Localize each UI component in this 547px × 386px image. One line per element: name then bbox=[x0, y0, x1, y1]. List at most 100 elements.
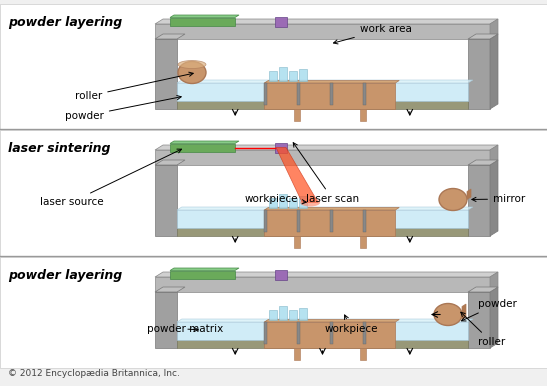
Text: powder matrix: powder matrix bbox=[147, 324, 223, 334]
Ellipse shape bbox=[439, 188, 467, 210]
Polygon shape bbox=[490, 287, 498, 348]
Bar bbox=[264, 210, 267, 232]
Bar bbox=[155, 292, 177, 348]
Bar bbox=[177, 101, 468, 109]
Text: powder: powder bbox=[462, 299, 517, 321]
Bar bbox=[269, 310, 277, 320]
Polygon shape bbox=[155, 277, 490, 292]
Polygon shape bbox=[490, 19, 498, 39]
Polygon shape bbox=[177, 80, 473, 83]
Bar bbox=[280, 66, 287, 81]
Bar bbox=[280, 193, 287, 208]
Bar bbox=[289, 71, 298, 81]
Bar bbox=[170, 17, 235, 25]
Text: roller: roller bbox=[461, 312, 505, 347]
Bar bbox=[0, 4, 547, 129]
Bar bbox=[330, 322, 333, 344]
Polygon shape bbox=[462, 304, 466, 320]
Bar bbox=[294, 109, 300, 121]
Bar bbox=[269, 198, 277, 208]
Bar bbox=[294, 348, 300, 360]
Ellipse shape bbox=[178, 61, 206, 83]
Polygon shape bbox=[468, 34, 498, 39]
Bar bbox=[264, 322, 267, 344]
Bar bbox=[170, 144, 235, 151]
Text: work area: work area bbox=[334, 24, 412, 44]
Bar bbox=[359, 109, 365, 121]
Polygon shape bbox=[490, 272, 498, 292]
Ellipse shape bbox=[178, 61, 206, 68]
Bar bbox=[289, 310, 298, 320]
Polygon shape bbox=[155, 145, 498, 150]
Bar bbox=[264, 83, 267, 105]
Bar bbox=[155, 165, 177, 236]
Text: workpiece: workpiece bbox=[325, 315, 379, 334]
Polygon shape bbox=[155, 272, 498, 277]
Bar bbox=[299, 308, 307, 320]
Bar bbox=[264, 322, 395, 348]
Text: powder layering: powder layering bbox=[8, 269, 122, 282]
Polygon shape bbox=[155, 150, 490, 165]
Bar bbox=[330, 210, 333, 232]
Bar bbox=[170, 271, 235, 279]
Bar bbox=[359, 236, 365, 248]
Bar bbox=[468, 39, 490, 109]
Bar bbox=[177, 210, 468, 228]
Ellipse shape bbox=[434, 303, 462, 325]
Bar bbox=[177, 83, 468, 101]
Polygon shape bbox=[170, 15, 239, 17]
Text: laser source: laser source bbox=[40, 149, 182, 207]
Polygon shape bbox=[490, 34, 498, 109]
Polygon shape bbox=[468, 160, 498, 165]
Bar bbox=[280, 305, 287, 320]
Text: laser sintering: laser sintering bbox=[8, 142, 110, 155]
Bar bbox=[468, 165, 490, 236]
Bar bbox=[297, 322, 300, 344]
Polygon shape bbox=[490, 145, 498, 165]
Polygon shape bbox=[155, 160, 185, 165]
Polygon shape bbox=[468, 287, 498, 292]
Text: mirror: mirror bbox=[472, 194, 525, 204]
Polygon shape bbox=[467, 189, 471, 200]
Polygon shape bbox=[155, 34, 185, 39]
Bar bbox=[363, 322, 365, 344]
Bar bbox=[294, 236, 300, 248]
Bar bbox=[275, 142, 287, 152]
Polygon shape bbox=[155, 287, 185, 292]
Text: © 2012 Encyclopædia Britannica, Inc.: © 2012 Encyclopædia Britannica, Inc. bbox=[8, 369, 180, 378]
Bar bbox=[359, 348, 365, 360]
Ellipse shape bbox=[300, 198, 320, 207]
Bar bbox=[299, 195, 307, 208]
Bar bbox=[269, 71, 277, 81]
Bar bbox=[155, 39, 177, 109]
Text: roller: roller bbox=[75, 72, 193, 101]
Bar bbox=[297, 210, 300, 232]
Bar bbox=[264, 210, 395, 236]
Bar bbox=[468, 292, 490, 348]
Text: laser scan: laser scan bbox=[293, 143, 359, 204]
Text: powder layering: powder layering bbox=[8, 16, 122, 29]
Bar bbox=[363, 210, 365, 232]
Polygon shape bbox=[170, 141, 239, 144]
Text: powder: powder bbox=[65, 95, 181, 121]
Polygon shape bbox=[264, 320, 399, 322]
Bar bbox=[264, 83, 395, 109]
Polygon shape bbox=[276, 147, 318, 203]
Bar bbox=[177, 340, 468, 348]
Polygon shape bbox=[170, 268, 239, 271]
Polygon shape bbox=[177, 319, 473, 322]
Bar bbox=[0, 257, 547, 368]
Bar bbox=[289, 198, 298, 208]
Bar bbox=[363, 83, 365, 105]
Bar bbox=[275, 269, 287, 279]
Polygon shape bbox=[264, 208, 399, 210]
Bar bbox=[177, 228, 468, 236]
Bar bbox=[177, 322, 468, 340]
Bar bbox=[330, 83, 333, 105]
Bar bbox=[0, 130, 547, 256]
Polygon shape bbox=[177, 207, 473, 210]
Bar bbox=[297, 83, 300, 105]
Text: workpiece: workpiece bbox=[245, 194, 306, 204]
Polygon shape bbox=[490, 160, 498, 236]
Bar bbox=[299, 68, 307, 81]
